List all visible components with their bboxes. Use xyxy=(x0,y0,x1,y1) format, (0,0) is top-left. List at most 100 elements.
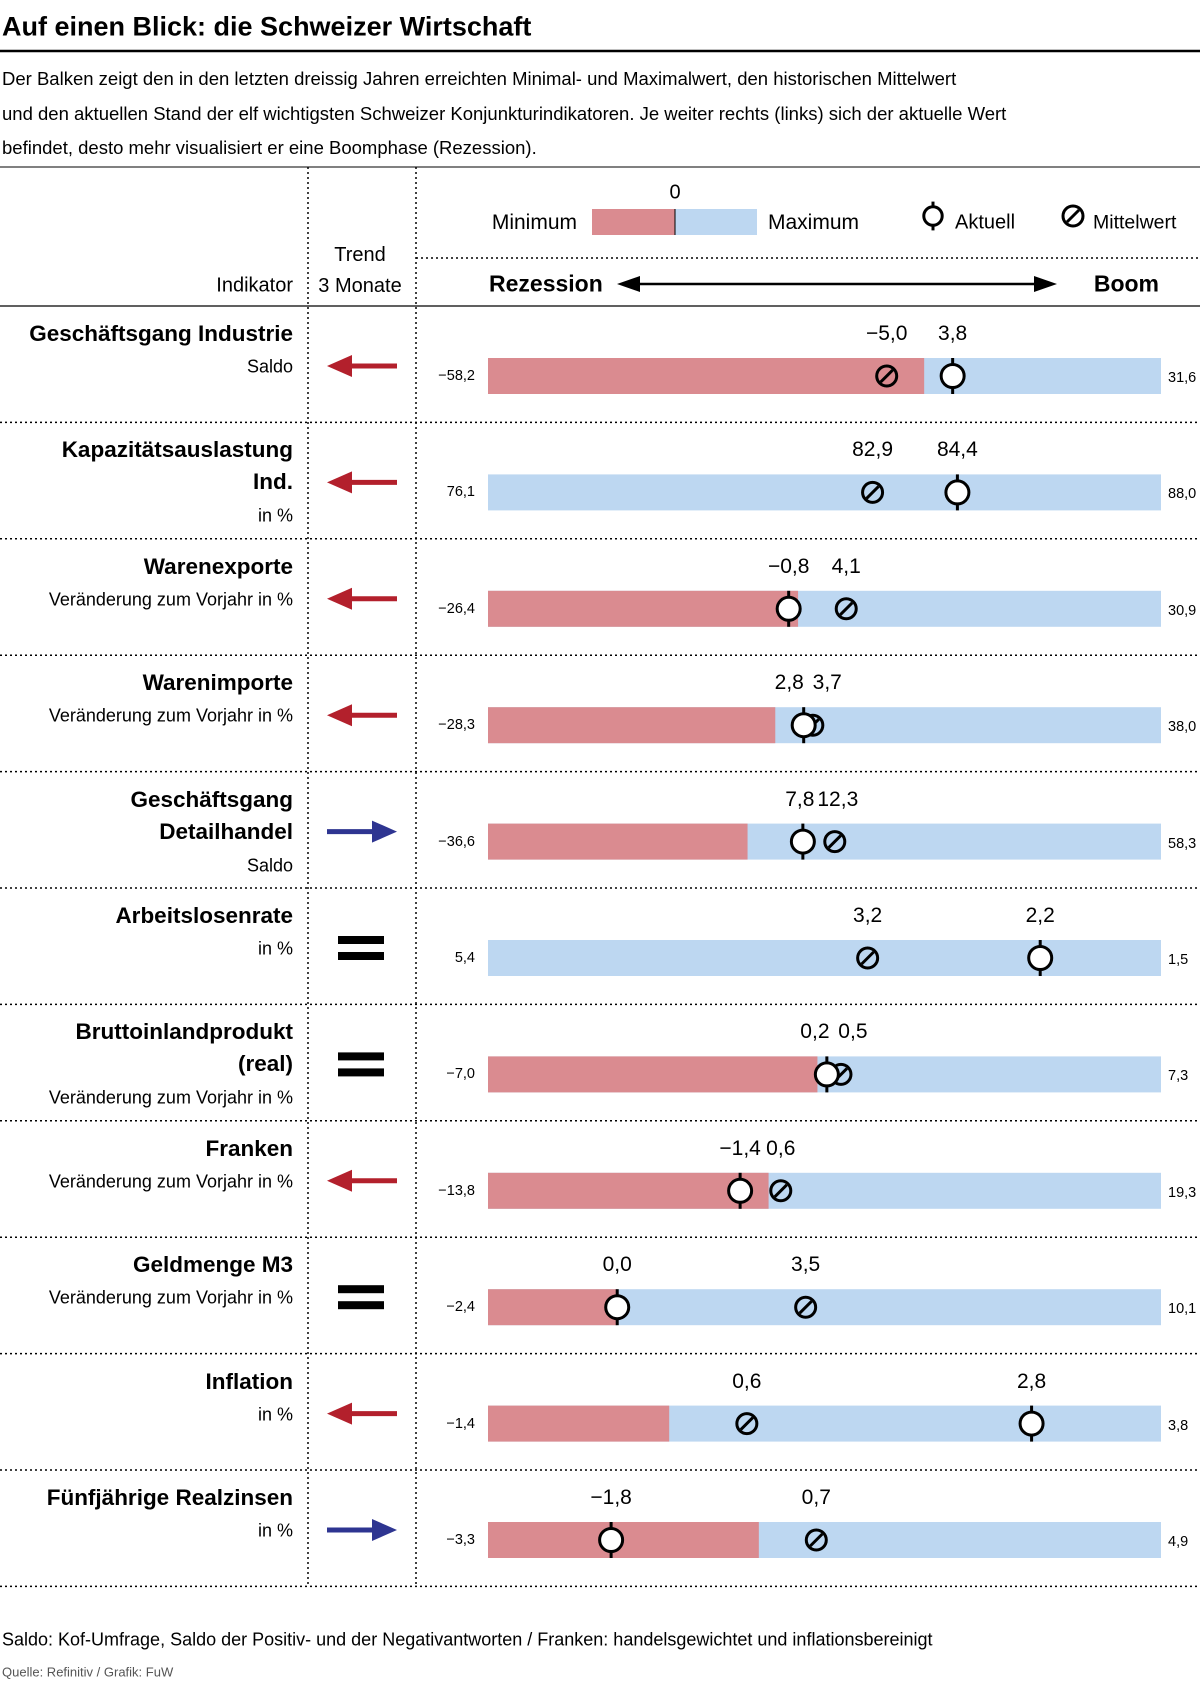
indicator-unit: in % xyxy=(257,505,293,526)
current-label: 2,2 xyxy=(1025,904,1055,927)
mean-label: 12,3 xyxy=(817,787,859,811)
mean-label: 3,7 xyxy=(812,671,842,695)
indicator-unit: Veränderung zum Vorjahr in % xyxy=(48,589,293,610)
current-circle xyxy=(789,828,816,855)
mean-slash xyxy=(809,1532,824,1548)
legend-min: Minimum xyxy=(491,211,577,234)
rezession-label: Rezession xyxy=(489,270,603,297)
indicator-unit: Veränderung zum Vorjahr in % xyxy=(48,705,293,726)
max-label: 3,8 xyxy=(1168,1417,1189,1434)
mean-label: 3,5 xyxy=(791,1253,821,1277)
recession-bar xyxy=(488,1172,769,1209)
mean-circle xyxy=(823,830,847,854)
current-circle xyxy=(1018,1410,1045,1437)
max-label: 88,0 xyxy=(1168,486,1197,503)
trend-arrow-head xyxy=(327,355,352,377)
trend-arrow-head xyxy=(372,1519,397,1541)
current-label: 84,4 xyxy=(936,438,978,462)
indicator-name: Geldmenge M3 xyxy=(132,1252,293,1278)
current-label: −0,8 xyxy=(767,554,810,578)
trend-arrow-head xyxy=(327,471,352,494)
indicator-name: Franken xyxy=(205,1135,293,1161)
min-label: −13,8 xyxy=(438,1182,475,1199)
mean-marker xyxy=(735,1412,759,1436)
current-label: 0,2 xyxy=(800,1020,830,1044)
indicator-name: Warenexporte xyxy=(143,553,293,579)
max-label: 19,3 xyxy=(1168,1184,1197,1201)
current-circle xyxy=(1027,945,1054,971)
trend-arrow-head xyxy=(327,704,352,727)
mean-circle xyxy=(804,1528,828,1552)
mean-circle xyxy=(834,597,858,621)
indicator-unit: Veränderung zum Vorjahr in % xyxy=(48,1171,293,1192)
recession-bar xyxy=(488,823,748,860)
mean-label: 3,2 xyxy=(853,904,883,927)
min-label: −26,4 xyxy=(438,600,475,617)
mean-slash xyxy=(739,1416,754,1431)
mean-circle xyxy=(861,480,885,504)
current-marker xyxy=(813,1056,840,1093)
boom-label: Boom xyxy=(1093,270,1159,297)
trend-equal xyxy=(338,1068,384,1077)
trend-arrow-head xyxy=(372,820,397,843)
mean-slash xyxy=(860,950,875,966)
mean-label: 0,6 xyxy=(766,1136,796,1160)
indicator-name: Inflation xyxy=(205,1368,293,1394)
indicator-unit: Saldo xyxy=(246,855,293,876)
recession-bar xyxy=(488,1056,818,1093)
max-label: 10,1 xyxy=(1168,1301,1197,1318)
indicator-name: Arbeitslosenrate xyxy=(115,903,293,928)
max-label: 38,0 xyxy=(1168,719,1197,736)
mean-marker xyxy=(856,946,880,970)
current-marker xyxy=(790,707,817,744)
current-marker xyxy=(775,590,802,627)
indicator-unit: in % xyxy=(257,1520,293,1541)
trend-equal xyxy=(338,1285,384,1294)
current-circle xyxy=(790,712,817,739)
indicator-unit: Saldo xyxy=(246,356,293,377)
indicator-unit: Veränderung zum Vorjahr in % xyxy=(48,1087,293,1108)
current-marker xyxy=(1018,1405,1045,1442)
arrow-head-left xyxy=(617,276,640,292)
indicator-unit: Veränderung zum Vorjahr in % xyxy=(48,1287,293,1308)
current-circle xyxy=(604,1294,631,1321)
max-label: 7,3 xyxy=(1168,1068,1189,1085)
max-label: 1,5 xyxy=(1168,952,1189,968)
mean-circle xyxy=(875,364,899,388)
current-marker xyxy=(922,201,944,231)
legend-max: Maximum xyxy=(768,211,860,234)
title: Auf einen Blick: die Schweizer Wirtschaf… xyxy=(2,11,532,42)
recession-bar xyxy=(488,1289,618,1326)
legend-mean: Mittelwert xyxy=(1093,211,1177,234)
mean-marker xyxy=(834,597,858,621)
min-label: 5,4 xyxy=(454,950,475,966)
recession-bar xyxy=(488,358,925,394)
footnote: Saldo: Kof-Umfrage, Saldo der Positiv- u… xyxy=(2,1629,933,1650)
max-label: 30,9 xyxy=(1168,602,1197,619)
mean-circle xyxy=(1061,204,1085,228)
trend-equal xyxy=(338,1052,384,1061)
subtitle: Der Balken zeigt den in den letzten drei… xyxy=(2,68,1007,158)
indicator-name: Kapazitätsauslastung Ind. xyxy=(61,437,293,495)
mean-slash xyxy=(879,368,894,384)
mean-label: 0,6 xyxy=(732,1369,762,1393)
mean-label: 0,5 xyxy=(838,1020,868,1044)
trend-arrow-head xyxy=(327,587,352,610)
mean-label: 82,9 xyxy=(852,438,893,462)
current-label: 2,8 xyxy=(774,671,804,695)
trend-header: Trend 3 Monate xyxy=(318,244,402,297)
mean-circle xyxy=(769,1179,793,1203)
min-label: −2,4 xyxy=(446,1299,475,1316)
current-marker xyxy=(944,474,971,511)
min-label: −28,3 xyxy=(438,717,475,734)
current-label: 7,8 xyxy=(785,787,815,811)
min-label: −58,2 xyxy=(438,368,475,384)
trend-arrow-head xyxy=(327,1402,352,1425)
current-circle xyxy=(813,1061,840,1088)
current-circle xyxy=(775,595,802,622)
legend-zero: 0 xyxy=(669,181,681,204)
current-label: 2,8 xyxy=(1016,1369,1047,1393)
mean-slash xyxy=(839,601,854,616)
current-marker xyxy=(1027,940,1054,976)
recession-bar xyxy=(488,1405,670,1442)
